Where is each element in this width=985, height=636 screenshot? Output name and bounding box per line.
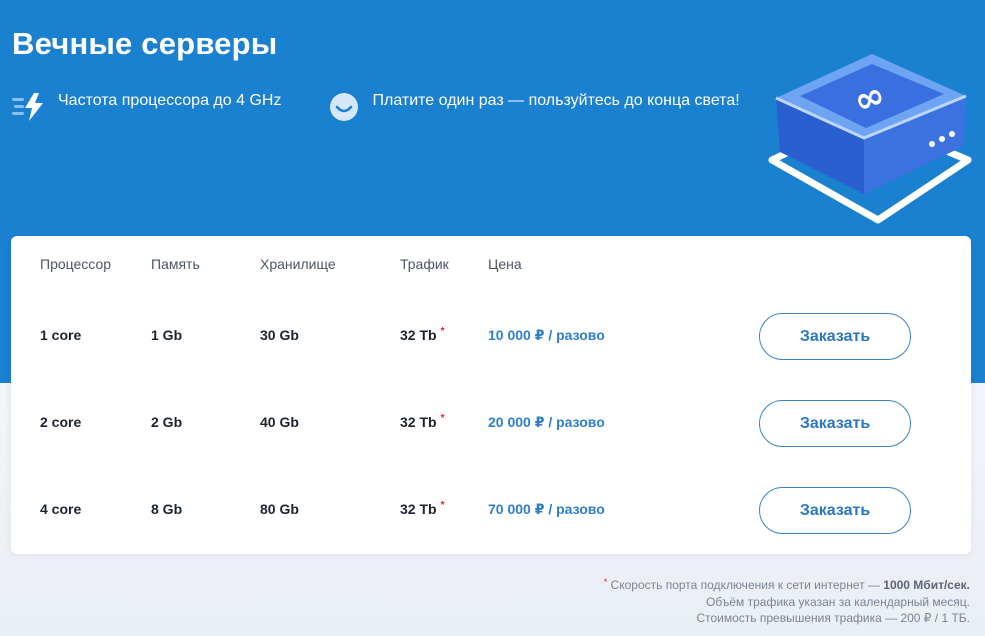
table-header: Процессор Память Хранилище Трафик Цена	[11, 256, 971, 276]
feature-text: Платите один раз — пользуйтесь до конца …	[372, 92, 740, 109]
traffic-value: 32 Tb	[400, 414, 437, 430]
footnote-asterisk: *	[440, 413, 445, 424]
cell-cpu: 1 core	[40, 327, 82, 343]
smile-icon	[327, 90, 361, 124]
cell-traffic: 32 Tb *	[400, 326, 445, 343]
feature-text: Частота процессора до 4 GHz	[58, 92, 282, 109]
cell-price: 20 000 ₽ / разово	[488, 414, 605, 430]
cell-memory: 8 Gb	[151, 501, 183, 517]
order-button[interactable]: Заказать	[759, 400, 911, 447]
table-row: 2 core 2 Gb 40 Gb 32 Tb * 20 000 ₽ / разо…	[11, 400, 971, 448]
footnote-asterisk: *	[440, 326, 445, 337]
cell-traffic: 32 Tb *	[400, 413, 445, 430]
order-button[interactable]: Заказать	[759, 487, 911, 534]
lightning-speed-icon	[12, 90, 46, 124]
footnote-text: Скорость порта подключения к сети интерн…	[610, 578, 884, 592]
footnote-port-speed: * Скорость порта подключения к сети инте…	[604, 577, 970, 594]
cell-memory: 2 Gb	[151, 414, 183, 430]
cell-cpu: 4 core	[40, 501, 82, 517]
cell-traffic: 32 Tb *	[400, 500, 445, 517]
order-button[interactable]: Заказать	[759, 313, 911, 360]
footnote-asterisk: *	[440, 500, 445, 511]
port-speed-value: 1000 Мбит/сек.	[883, 578, 970, 592]
feature-pay-once: Платите один раз — пользуйтесь до конца …	[327, 90, 747, 124]
cell-cpu: 2 core	[40, 414, 82, 430]
page-title: Вечные серверы	[12, 26, 278, 61]
header-cpu: Процессор	[40, 256, 112, 272]
pricing-table: Процессор Память Хранилище Трафик Цена 1…	[11, 236, 971, 554]
cell-storage: 30 Gb	[260, 327, 299, 343]
server-infinity-icon: ∞	[760, 48, 980, 233]
table-row: 4 core 8 Gb 80 Gb 32 Tb * 70 000 ₽ / разо…	[11, 487, 971, 535]
header-storage: Хранилище	[260, 256, 336, 272]
header-price: Цена	[488, 256, 522, 272]
header-memory: Память	[151, 256, 200, 272]
traffic-value: 32 Tb	[400, 327, 437, 343]
cell-price: 10 000 ₽ / разово	[488, 327, 605, 343]
cell-memory: 1 Gb	[151, 327, 183, 343]
footnote-overage-cost: Стоимость превышения трафика — 200 ₽ / 1…	[696, 611, 970, 625]
footnotes: * Скорость порта подключения к сети инте…	[604, 577, 970, 626]
feature-cpu-frequency: Частота процессора до 4 GHz	[12, 90, 302, 124]
header-traffic: Трафик	[400, 256, 449, 272]
footnote-traffic-period: Объём трафика указан за календарный меся…	[706, 595, 970, 609]
cell-storage: 40 Gb	[260, 414, 299, 430]
cell-price: 70 000 ₽ / разово	[488, 501, 605, 517]
table-row: 1 core 1 Gb 30 Gb 32 Tb * 10 000 ₽ / разо…	[11, 313, 971, 361]
cell-storage: 80 Gb	[260, 501, 299, 517]
footnote-asterisk: *	[603, 577, 608, 587]
traffic-value: 32 Tb	[400, 501, 437, 517]
